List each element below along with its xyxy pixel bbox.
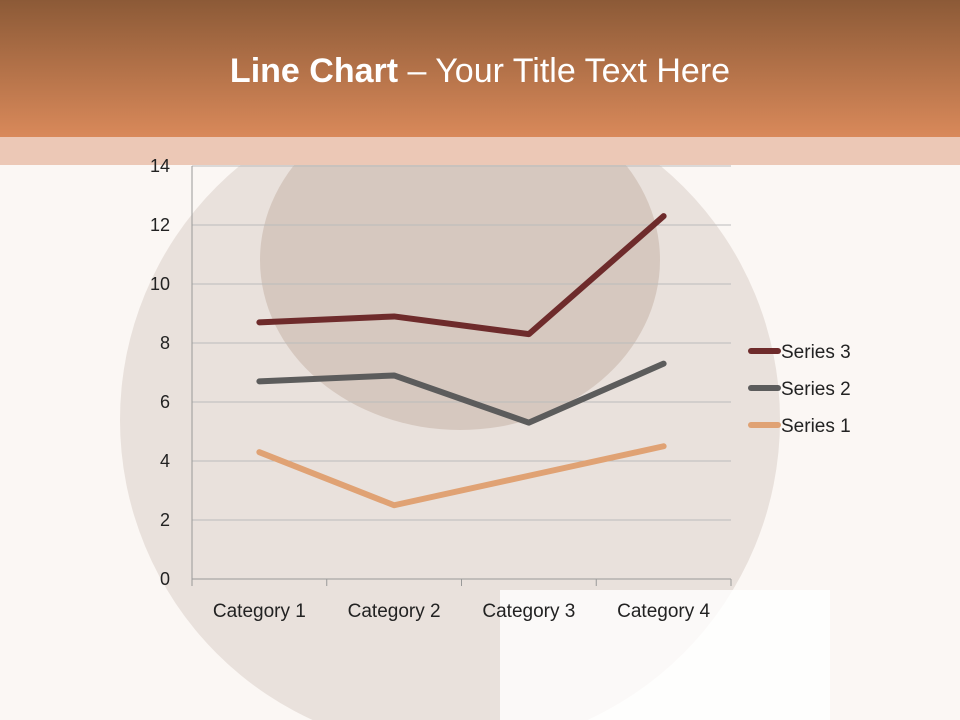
y-tick-label: 14 bbox=[150, 156, 170, 176]
series-line-series-3 bbox=[256, 213, 667, 338]
x-tick-label: Category 3 bbox=[482, 601, 575, 622]
series-line-series-1 bbox=[256, 443, 667, 509]
x-tick-label: Category 2 bbox=[348, 601, 441, 622]
series-line-series-2 bbox=[256, 360, 667, 426]
y-tick-label: 6 bbox=[160, 392, 170, 412]
title-rest: – Your Title Text Here bbox=[398, 52, 731, 90]
y-tick-label: 12 bbox=[150, 215, 170, 235]
y-tick-label: 2 bbox=[160, 510, 170, 530]
title-bold: Line Chart bbox=[229, 52, 399, 90]
slide-title: Line Chart – Your Title Text Here bbox=[0, 52, 960, 91]
x-tick-label: Category 1 bbox=[213, 601, 306, 622]
y-tick-label: 0 bbox=[160, 569, 170, 589]
header-bar bbox=[0, 0, 960, 137]
y-tick-label: 8 bbox=[160, 333, 170, 353]
y-tick-label: 4 bbox=[160, 451, 170, 471]
x-tick-label: Category 4 bbox=[617, 601, 710, 622]
legend-label: Series 1 bbox=[781, 416, 851, 437]
header-band bbox=[0, 137, 960, 165]
y-tick-label: 10 bbox=[150, 274, 170, 294]
legend-label: Series 3 bbox=[781, 342, 851, 363]
legend-label: Series 2 bbox=[781, 379, 851, 400]
